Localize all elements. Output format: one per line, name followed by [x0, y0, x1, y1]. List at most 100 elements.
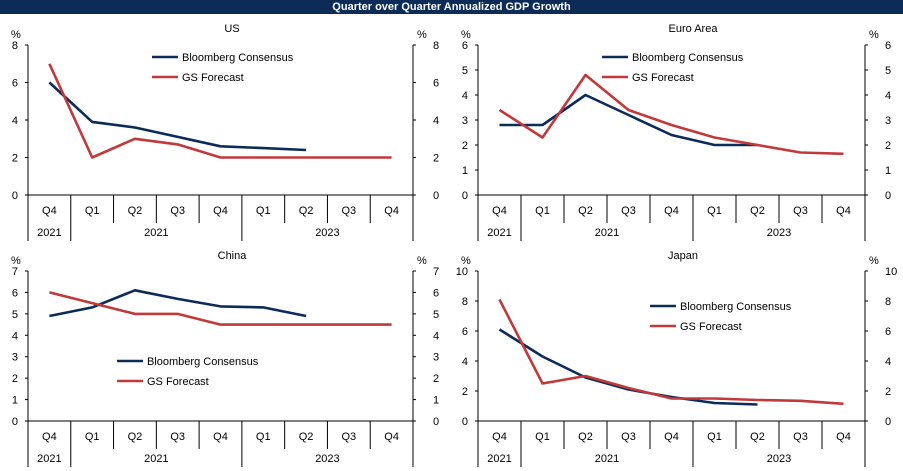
- y-tick-label-right: 10: [885, 266, 897, 278]
- y-tick-label-left: 2: [12, 373, 18, 385]
- y-tick-label-right: 6: [433, 287, 439, 299]
- x-tick-label: Q1: [535, 431, 550, 443]
- x-tick-label: Q4: [42, 431, 57, 443]
- y-tick-label-left: 6: [462, 326, 468, 338]
- chart-china: China% % 0 0 1 1 2 2 3 3 4 4 5 5 6 6 7 7 Q4 Q1 Q2 Q3 Q4 Q1 Q2 Q3 Q…: [11, 250, 439, 467]
- x-tick-label: Q1: [707, 205, 722, 217]
- x-tick-label: Q1: [85, 431, 100, 443]
- x-tick-label: Q4: [384, 431, 399, 443]
- x-year-label: 2023: [315, 227, 339, 239]
- y-tick-label-right: 0: [433, 190, 439, 202]
- x-year-label: 2021: [37, 227, 61, 239]
- x-tick-label: Q3: [341, 205, 356, 217]
- x-tick-label: Q3: [341, 431, 356, 443]
- y-tick-label-right: 8: [433, 40, 439, 52]
- x-tick-label: Q4: [836, 205, 851, 217]
- y-tick-label-left: 6: [12, 78, 18, 90]
- y-unit-right: %: [417, 29, 427, 41]
- y-tick-label-left: 3: [12, 352, 18, 364]
- y-tick-label-left: 4: [12, 115, 18, 127]
- y-tick-label-right: 0: [885, 416, 891, 428]
- legend-label-forecast: GS Forecast: [680, 321, 742, 333]
- y-tick-label-left: 10: [456, 266, 468, 278]
- chart-title: US: [224, 23, 239, 35]
- legend-label-consensus: Bloomberg Consensus: [680, 301, 792, 313]
- x-tick-label: Q2: [578, 431, 593, 443]
- x-tick-label: Q4: [213, 431, 228, 443]
- series-line-bloomberg-consensus: [49, 288, 307, 318]
- x-year-label: 2021: [487, 227, 511, 239]
- x-tick-label: Q3: [170, 205, 185, 217]
- y-tick-label-right: 2: [885, 140, 891, 152]
- y-tick-label-right: 7: [433, 266, 439, 278]
- y-tick-label-right: 5: [433, 309, 439, 321]
- y-tick-label-right: 6: [885, 40, 891, 52]
- x-tick-label: Q4: [492, 431, 507, 443]
- y-tick-label-left: 7: [12, 266, 18, 278]
- y-tick-label-right: 4: [885, 356, 891, 368]
- y-tick-label-right: 2: [885, 386, 891, 398]
- x-tick-label: Q4: [836, 431, 851, 443]
- x-tick-label: Q3: [621, 205, 636, 217]
- y-tick-label-left: 5: [462, 65, 468, 77]
- y-tick-label-left: 3: [462, 115, 468, 127]
- x-tick-label: Q3: [170, 431, 185, 443]
- x-year-label: 2021: [37, 453, 61, 465]
- y-unit-left: %: [11, 29, 21, 41]
- x-tick-label: Q3: [793, 205, 808, 217]
- y-tick-label-right: 4: [885, 90, 891, 102]
- y-tick-label-right: 2: [433, 373, 439, 385]
- y-tick-label-left: 1: [12, 395, 18, 407]
- series-line-bloomberg-consensus: [498, 328, 758, 406]
- y-tick-label-left: 4: [462, 90, 468, 102]
- x-tick-label: Q2: [750, 205, 765, 217]
- chart-euro-area: Euro Area% % 0 0 1 1 2 2 3 3 4 4 5 5 6 6 Q4 Q1 Q2 Q3 Q4 Q1 Q2 Q…: [461, 23, 891, 241]
- series-line-gs-forecast: [48, 63, 392, 159]
- y-tick-label-left: 2: [462, 386, 468, 398]
- chart-title: Euro Area: [669, 23, 719, 35]
- y-unit-left: %: [11, 255, 21, 267]
- chart-title: Japan: [668, 250, 698, 262]
- x-tick-label: Q2: [299, 431, 314, 443]
- x-tick-label: Q2: [299, 205, 314, 217]
- y-tick-label-left: 0: [12, 416, 18, 428]
- x-year-label: 2023: [315, 453, 339, 465]
- x-tick-label: Q1: [535, 205, 550, 217]
- series-line-bloomberg-consensus: [48, 81, 307, 152]
- series-line-bloomberg-consensus: [499, 93, 758, 147]
- y-tick-label-right: 8: [885, 296, 891, 308]
- x-tick-label: Q3: [621, 431, 636, 443]
- legend-label-consensus: Bloomberg Consensus: [182, 52, 294, 64]
- x-year-label: 2023: [767, 453, 791, 465]
- y-tick-label-left: 0: [462, 190, 468, 202]
- y-tick-label-right: 4: [433, 115, 439, 127]
- chart-us: US% % 0 0 2 2 4 4 6 6 8 8 Q4 Q1 Q2 Q3 Q4 Q1 Q2 Q3 Q4 2021 2021…: [11, 23, 439, 241]
- legend-label-consensus: Bloomberg Consensus: [147, 356, 259, 368]
- y-tick-label-right: 6: [885, 326, 891, 338]
- y-unit-left: %: [461, 29, 471, 41]
- y-tick-label-left: 1: [462, 165, 468, 177]
- y-tick-label-right: 3: [885, 115, 891, 127]
- y-tick-label-right: 6: [433, 78, 439, 90]
- legend-label-forecast: GS Forecast: [147, 376, 209, 388]
- x-tick-label: Q2: [578, 205, 593, 217]
- y-unit-right: %: [869, 29, 879, 41]
- x-tick-label: Q1: [256, 431, 271, 443]
- x-tick-label: Q1: [707, 431, 722, 443]
- x-year-label: 2021: [595, 453, 619, 465]
- y-tick-label-right: 3: [433, 352, 439, 364]
- y-tick-label-right: 4: [433, 330, 439, 342]
- y-tick-label-left: 4: [12, 330, 18, 342]
- y-tick-label-left: 6: [462, 40, 468, 52]
- x-tick-label: Q4: [664, 205, 679, 217]
- legend-label-consensus: Bloomberg Consensus: [632, 52, 744, 64]
- y-tick-label-right: 1: [433, 395, 439, 407]
- y-tick-label-left: 6: [12, 287, 18, 299]
- y-tick-label-right: 2: [433, 153, 439, 165]
- x-tick-label: Q1: [256, 205, 271, 217]
- x-tick-label: Q1: [85, 205, 100, 217]
- y-tick-label-left: 5: [12, 309, 18, 321]
- y-tick-label-left: 0: [462, 416, 468, 428]
- y-tick-label-right: 0: [885, 190, 891, 202]
- chart-title: China: [218, 250, 248, 262]
